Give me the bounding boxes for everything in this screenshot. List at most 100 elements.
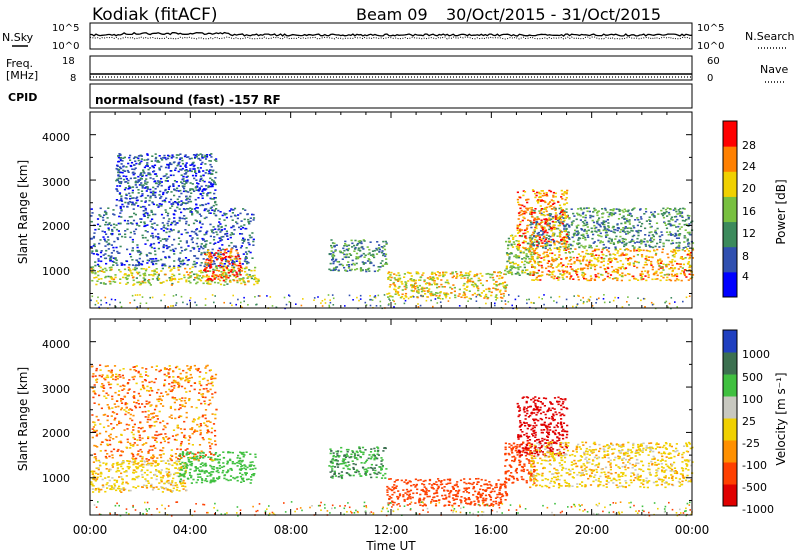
power-cell-3630: [610, 213, 613, 215]
power-cell-3060: [627, 209, 630, 212]
power-cell-996: [220, 226, 223, 229]
power-cell-3516: [631, 238, 634, 241]
velocity-cell-285: [176, 486, 179, 489]
power-cell-3448: [643, 213, 646, 215]
power-cell-2869: [574, 270, 577, 272]
power-cell-2286: [433, 277, 436, 280]
power-cell-4289: [576, 303, 579, 305]
power-cell-1062: [225, 248, 228, 250]
power-cell-3015: [616, 271, 619, 274]
power-cell-1909: [383, 245, 386, 247]
power-cell-1950: [351, 246, 354, 248]
power-cell-2141: [453, 290, 456, 293]
power-cell-4306: [313, 299, 315, 301]
power-cell-33: [234, 276, 238, 279]
power-cell-1139: [224, 265, 227, 268]
power-cell-1613: [135, 199, 138, 202]
power-cell-3772: [544, 208, 547, 211]
power-cell-1555: [205, 155, 208, 157]
power-cell-4208: [582, 302, 585, 305]
power-cell-1570: [145, 183, 148, 185]
power-cell-3989: [530, 246, 533, 248]
power-cell-2349: [505, 240, 508, 243]
power-cell-486: [180, 246, 183, 249]
power-cell-1369: [151, 192, 154, 195]
power-cell-4265: [602, 298, 605, 300]
power-cell-2870: [611, 271, 614, 273]
power-cell-3808: [552, 232, 555, 235]
power-cell-2451: [504, 273, 507, 276]
power-cell-2725: [602, 279, 605, 282]
velocity-cell-566: [202, 452, 205, 454]
power-cell-913: [219, 264, 222, 267]
power-cell-3732: [614, 212, 617, 214]
power-cell-2307: [502, 282, 505, 284]
power-cell-3396: [558, 212, 562, 215]
power-cell-160: [224, 281, 227, 283]
power-cell-2728: [586, 267, 589, 270]
power-cell-4134: [543, 294, 545, 296]
power-cell-825: [111, 260, 114, 263]
power-cell-2481: [635, 249, 638, 252]
power-cell-3507: [652, 238, 656, 241]
power-cell-2075: [441, 286, 444, 288]
power-cell-236: [136, 281, 139, 284]
power-cell-60: [132, 279, 135, 282]
power-cell-4225: [533, 302, 535, 304]
power-cell-221: [219, 276, 222, 278]
power-cell-2580: [606, 275, 609, 278]
power-cell-1757: [178, 201, 181, 203]
power-cell-456: [169, 207, 172, 209]
noise-left-tick-top: 10^5: [52, 23, 79, 34]
power-cell-709: [177, 237, 181, 239]
power-cell-4144: [194, 301, 196, 304]
power-cell-2590: [691, 274, 695, 276]
cpid-panel: [89, 83, 693, 109]
power-cell-3118: [678, 223, 681, 225]
power-cell-3328: [612, 243, 616, 245]
power-cell-2965: [667, 273, 670, 276]
power-cell-3993: [530, 242, 533, 244]
power-cell-955: [157, 241, 160, 244]
power-cell-3965: [536, 246, 539, 249]
power-cell-2698: [647, 250, 650, 252]
power-cell-2409: [528, 247, 531, 250]
power-cell-2170: [417, 272, 420, 275]
velocity-cell-297: [93, 470, 96, 473]
power-cell-2369: [510, 244, 513, 247]
power-cell-3269: [636, 217, 639, 219]
velocity-cell-208: [160, 469, 163, 471]
power-cell-3816: [544, 229, 548, 231]
power-cell-419: [244, 209, 247, 211]
power-cell-3051: [662, 269, 665, 271]
power-cell-1961: [332, 269, 335, 272]
power-cell-1140: [208, 259, 211, 262]
velocity-cell-594: [231, 461, 234, 463]
power-cell-3955: [529, 207, 532, 209]
power-cell-685: [206, 251, 209, 254]
power-cell-1639: [184, 169, 187, 172]
velocity-cell-490: [248, 465, 251, 468]
power-cell-1682: [152, 203, 155, 206]
power-cell-2354: [512, 238, 515, 240]
velocity-cell-473: [212, 468, 215, 471]
power-cell-4154: [494, 304, 496, 307]
power-cell-3789: [516, 243, 520, 246]
power-cell-1178: [140, 200, 143, 202]
power-cell-2599: [529, 260, 532, 263]
power-cell-736: [212, 238, 216, 241]
power-cell-106: [225, 276, 228, 279]
velocity-cell-118: [167, 460, 170, 462]
power-cell-192: [145, 268, 148, 270]
power-cell-3503: [621, 242, 624, 244]
power-cell-1302: [213, 181, 216, 184]
power-cell-159: [95, 283, 98, 286]
velocity-cell-462: [239, 457, 242, 460]
power-cell-1894: [353, 250, 356, 252]
power-cell-4079: [534, 196, 537, 199]
velocity-cell-396: [239, 475, 242, 478]
power-cell-109: [112, 280, 115, 283]
power-cell-656: [234, 246, 238, 248]
power-cell-2509: [615, 277, 618, 279]
power-cell-1571: [117, 177, 120, 180]
